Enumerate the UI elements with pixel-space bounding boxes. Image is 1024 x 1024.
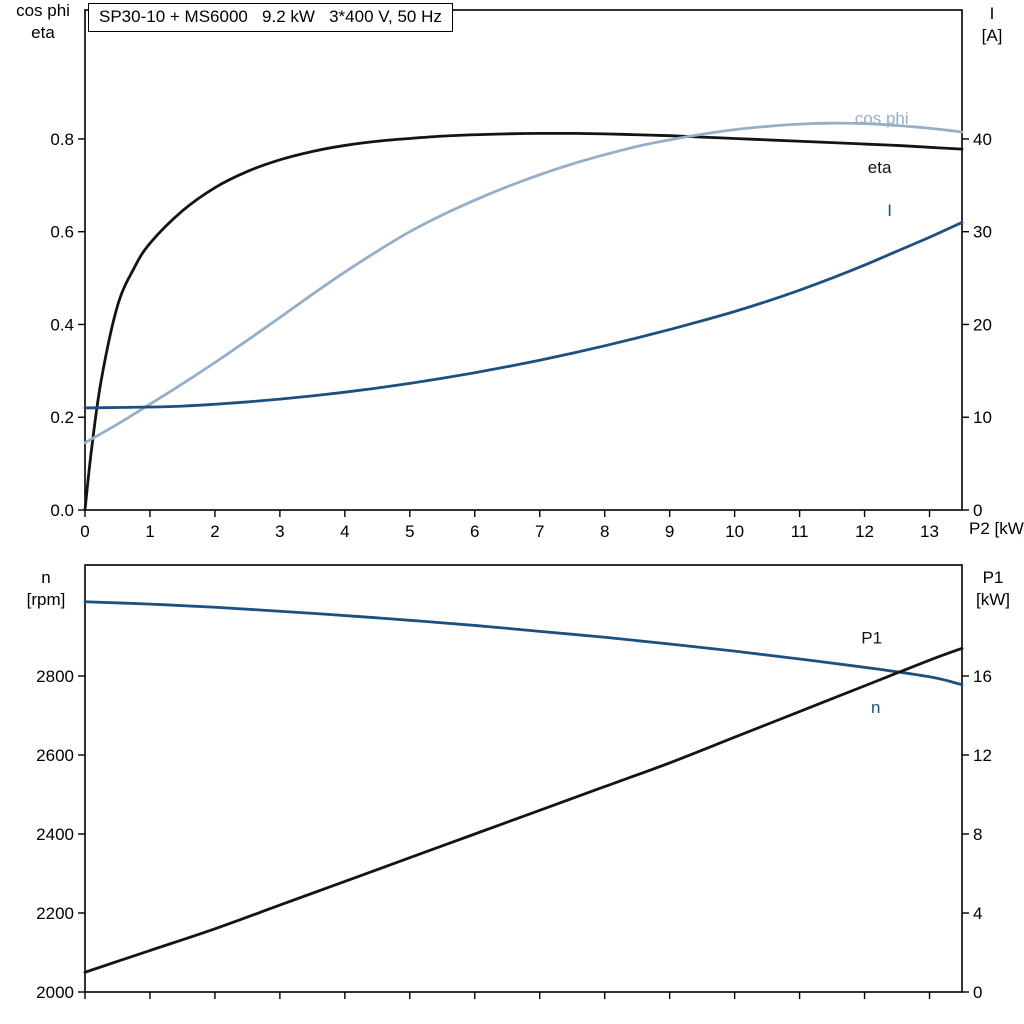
curve-cos-phi — [83, 121, 964, 445]
chart-title-box: SP30-10 + MS6000 9.2 kW 3*400 V, 50 Hz — [88, 3, 453, 32]
bottom-chart-right-axis-title: P1 [kW] — [962, 567, 1024, 611]
left-axis-label-cosphi: cos phi — [16, 1, 70, 20]
svg-text:8: 8 — [600, 522, 609, 541]
svg-text:13: 13 — [920, 522, 939, 541]
svg-text:3: 3 — [275, 522, 284, 541]
curve-n — [83, 600, 964, 687]
svg-text:0.6: 0.6 — [50, 223, 74, 242]
curve-label-i: I — [887, 201, 892, 220]
curve-p1 — [83, 646, 964, 974]
svg-text:12: 12 — [855, 522, 874, 541]
left-axis-label-eta: eta — [31, 23, 55, 42]
right-axis-label-p1: P1 — [982, 568, 1004, 587]
svg-text:2800: 2800 — [36, 667, 74, 686]
svg-text:0: 0 — [973, 501, 982, 520]
curve-eta — [83, 131, 964, 512]
svg-text:0.0: 0.0 — [50, 501, 74, 520]
svg-text:10: 10 — [725, 522, 744, 541]
svg-text:2400: 2400 — [36, 825, 74, 844]
svg-text:12: 12 — [973, 746, 992, 765]
svg-text:2000: 2000 — [36, 983, 74, 1002]
svg-text:1: 1 — [145, 522, 154, 541]
svg-text:0: 0 — [80, 522, 89, 541]
bottom-chart-left-axis-title: n [rpm] — [0, 567, 92, 611]
svg-text:4: 4 — [973, 904, 982, 923]
svg-text:9: 9 — [665, 522, 674, 541]
svg-text:2200: 2200 — [36, 904, 74, 923]
svg-text:0.2: 0.2 — [50, 408, 74, 427]
svg-text:30: 30 — [973, 223, 992, 242]
right-axis-unit-kw: [kW] — [976, 590, 1010, 609]
svg-text:6: 6 — [470, 522, 479, 541]
curve-label-n: n — [871, 698, 880, 717]
svg-text:8: 8 — [973, 825, 982, 844]
svg-text:40: 40 — [973, 130, 992, 149]
curve-label-cos-phi: cos phi — [855, 109, 909, 128]
svg-text:0: 0 — [973, 983, 982, 1002]
curve-label-eta: eta — [868, 158, 892, 177]
svg-text:16: 16 — [973, 667, 992, 686]
left-axis-label-speed: n — [41, 568, 51, 587]
svg-text:0.4: 0.4 — [50, 315, 74, 334]
svg-text:11: 11 — [791, 522, 809, 541]
curve-label-p1: P1 — [861, 628, 882, 647]
svg-text:2: 2 — [210, 522, 219, 541]
right-axis-label-current: I — [989, 4, 995, 23]
svg-text:2600: 2600 — [36, 746, 74, 765]
curve-i — [83, 221, 964, 410]
svg-text:20: 20 — [973, 315, 992, 334]
svg-text:7: 7 — [535, 522, 544, 541]
svg-text:0.8: 0.8 — [50, 130, 74, 149]
right-axis-unit-amps: [A] — [981, 26, 1003, 45]
top-chart-right-axis-title: I [A] — [960, 3, 1024, 47]
left-axis-unit-rpm: [rpm] — [26, 590, 66, 609]
x-axis-label: P2 [kW] — [969, 519, 1024, 538]
svg-text:4: 4 — [340, 522, 349, 541]
top-chart-left-axis-title: cos phi eta — [0, 0, 86, 44]
svg-text:10: 10 — [973, 408, 992, 427]
svg-text:5: 5 — [405, 522, 414, 541]
